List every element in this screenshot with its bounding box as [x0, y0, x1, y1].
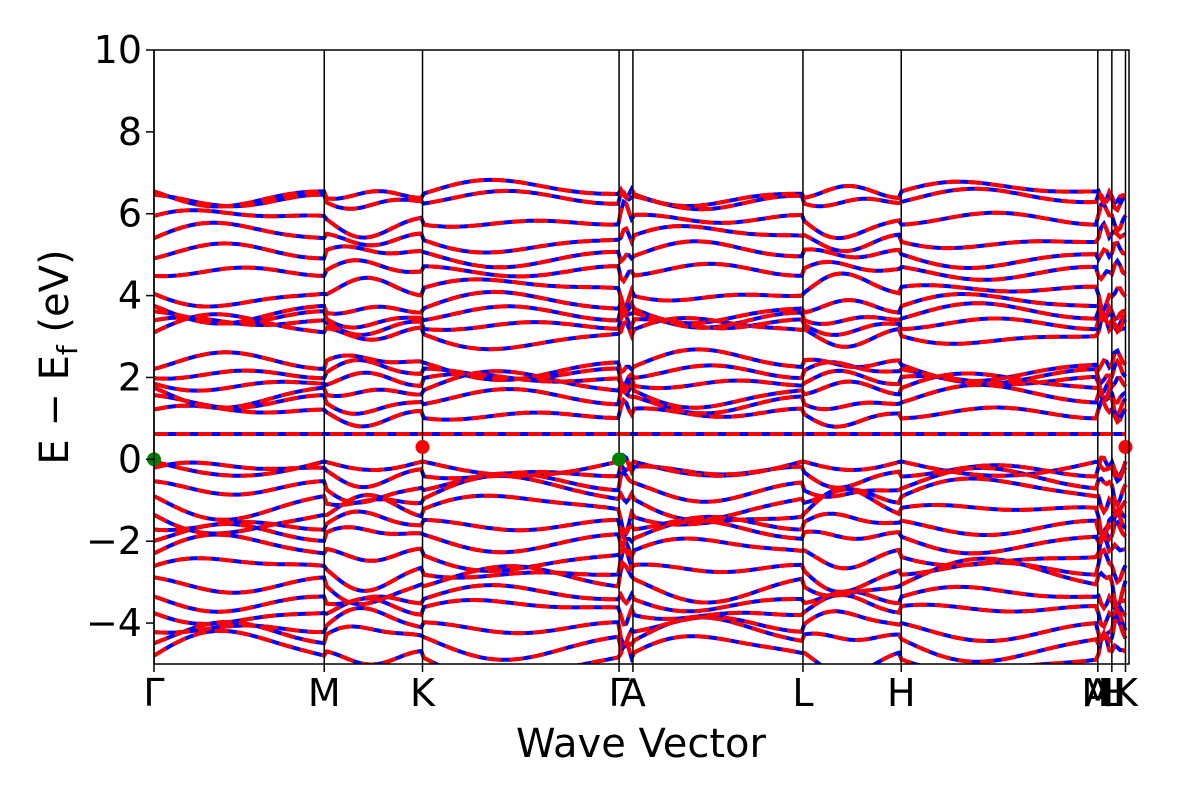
interpolated-band-line [154, 369, 1127, 410]
interpolated-band-line [154, 614, 1128, 664]
interpolated-band-line [154, 545, 1128, 594]
y-axis-title: E − Ef (eV) [32, 249, 84, 464]
high-symmetry-lines [153, 50, 1127, 664]
interpolated-band-line [154, 382, 1128, 420]
interpolated-band-line [154, 311, 1126, 352]
x-axis-title: Wave Vector [516, 721, 767, 767]
x-tick-label: K [410, 671, 436, 715]
y-tick-label: 8 [118, 110, 142, 154]
interpolated-band-line [154, 271, 1127, 314]
plot-frame [153, 49, 1130, 665]
y-tick-label: 6 [118, 192, 142, 236]
interpolated-band-line [154, 508, 1128, 541]
interpolated-band-line [154, 309, 1127, 337]
y-axis-title-main: E − E [32, 355, 78, 465]
y-axis-ticks: −4 −2 0 2 4 6 8 10 [86, 28, 154, 645]
y-axis-title-unit: (eV) [32, 249, 78, 345]
interpolated-band-line [154, 198, 1128, 241]
interpolated-band-line [154, 519, 1127, 556]
interpolated-band-line [154, 219, 1127, 255]
x-tick-label: L [1101, 671, 1122, 715]
interpolated-band-line [154, 583, 1127, 614]
y-axis-title-subscript: f [51, 344, 84, 355]
x-tick-label: M [308, 671, 341, 715]
interpolated-band-line [154, 465, 1128, 510]
band-edge-marker [1118, 440, 1133, 455]
y-tick-label: −4 [86, 601, 142, 645]
x-tick-label: H [887, 671, 916, 715]
interpolated-band-line [154, 396, 1128, 429]
interpolated-band-line [154, 368, 1128, 394]
x-tick-label: A [1085, 671, 1111, 715]
x-tick-label: Γ [143, 671, 164, 715]
interpolated-band-line [154, 486, 1127, 543]
interpolated-band-line [154, 177, 1127, 209]
y-tick-label: 2 [118, 355, 142, 399]
interpolated-band-line [154, 556, 1128, 613]
interpolated-band-line [154, 289, 1126, 326]
interpolated-bands [154, 177, 1128, 664]
x-tick-label: A [620, 671, 646, 715]
x-tick-label: H [1098, 671, 1127, 715]
x-tick-label: K [1113, 671, 1139, 715]
interpolated-band-line [154, 347, 1127, 384]
x-tick-label: Γ [608, 671, 629, 715]
x-tick-label: L [792, 671, 813, 715]
y-tick-label: 10 [94, 28, 142, 72]
x-tick-label: M [1081, 671, 1114, 715]
band-edge-marker [612, 452, 627, 467]
interpolated-band-line [154, 457, 1128, 478]
y-tick-label: 4 [118, 274, 142, 318]
band-edge-marker [415, 440, 430, 455]
interpolated-band-line [154, 592, 1128, 630]
interpolated-band-line [154, 239, 1127, 271]
interpolated-band-line [154, 257, 1127, 285]
y-tick-label: 0 [118, 437, 142, 481]
interpolated-band-line [154, 357, 1128, 390]
interpolated-band-line [154, 301, 1127, 333]
interpolated-band-line [154, 605, 1128, 649]
band-edge-markers [147, 440, 1133, 467]
interpolated-band-line [154, 628, 1127, 664]
y-tick-label: −2 [86, 519, 142, 563]
interpolated-band-line [154, 473, 1128, 522]
